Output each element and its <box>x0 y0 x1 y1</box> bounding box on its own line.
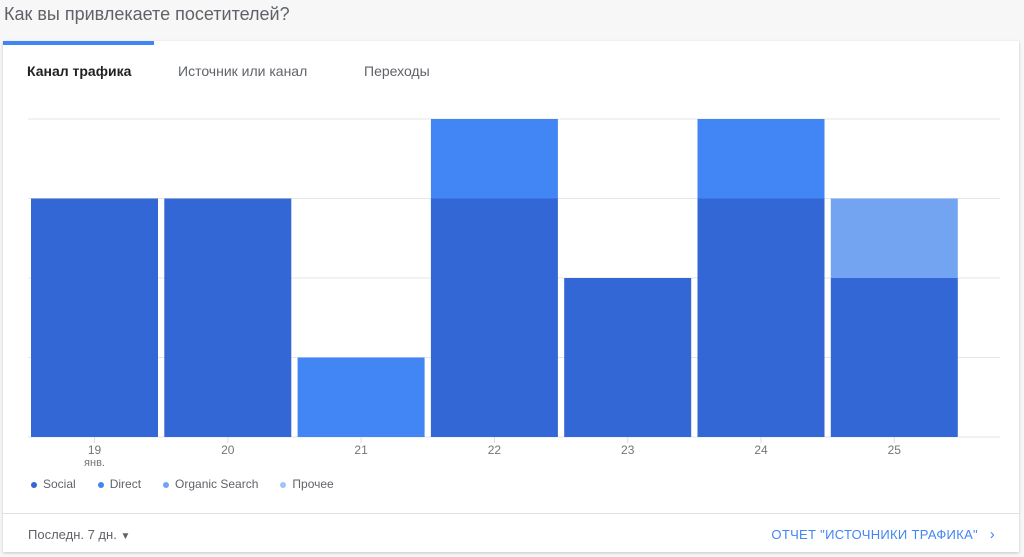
legend-dot-icon <box>163 481 170 488</box>
period-label: Последн. 7 дн. <box>28 527 117 542</box>
bar-direct-21 <box>297 357 425 437</box>
bar-social-24 <box>697 198 825 437</box>
bar-organic-search-25 <box>830 198 958 278</box>
legend-item[interactable]: Прочее <box>280 477 334 491</box>
x-tick-label: 22 <box>488 443 502 457</box>
legend-dot-icon <box>31 481 37 488</box>
legend-item[interactable]: Direct <box>97 477 142 491</box>
card-footer: Последн. 7 дн. ▼ ОТЧЕТ "ИСТОЧНИКИ ТРАФИК… <box>3 513 1019 553</box>
tab-channel[interactable]: Канал трафика <box>27 63 132 79</box>
x-tick-label: 21 <box>354 443 368 457</box>
traffic-report-link[interactable]: ОТЧЕТ "ИСТОЧНИКИ ТРАФИКА" › <box>771 526 995 543</box>
bar-direct-22 <box>430 119 558 199</box>
legend-dot-icon <box>97 481 104 488</box>
tab-source[interactable]: Источник или канал <box>178 63 308 79</box>
legend-label: Social <box>43 477 76 491</box>
x-tick-label: 23 <box>621 443 635 457</box>
bar-social-19 <box>31 198 158 437</box>
chevron-right-icon: › <box>989 526 995 543</box>
tab-referrals[interactable]: Переходы <box>364 63 430 79</box>
x-tick-label: 20 <box>221 443 235 457</box>
active-tab-indicator <box>3 41 154 45</box>
section-title: Как вы привлекаете посетителей? <box>4 4 290 24</box>
x-tick-sublabel: янв. <box>84 457 105 469</box>
legend-label: Organic Search <box>175 477 259 491</box>
bar-direct-24 <box>697 119 825 199</box>
legend-item[interactable]: Organic Search <box>163 477 258 491</box>
bar-social-23 <box>564 278 692 437</box>
traffic-card: Канал трафика Источник или канал Переход… <box>3 41 1019 552</box>
bar-social-25 <box>830 278 958 437</box>
x-tick-label: 24 <box>754 443 768 457</box>
legend-item[interactable]: Social <box>31 477 76 491</box>
x-tick-label: 19 <box>88 443 102 457</box>
legend: Social Direct Organic Search Прочее <box>31 477 334 491</box>
bar-social-20 <box>164 198 292 437</box>
period-dropdown[interactable]: Последн. 7 дн. ▼ <box>28 527 130 542</box>
caret-down-icon: ▼ <box>120 531 131 542</box>
report-label: ОТЧЕТ "ИСТОЧНИКИ ТРАФИКА" <box>771 527 978 542</box>
bar-social-22 <box>430 198 558 437</box>
legend-label: Прочее <box>292 477 334 491</box>
x-tick-label: 25 <box>888 443 902 457</box>
legend-dot-icon <box>280 481 287 488</box>
legend-label: Direct <box>109 477 142 491</box>
